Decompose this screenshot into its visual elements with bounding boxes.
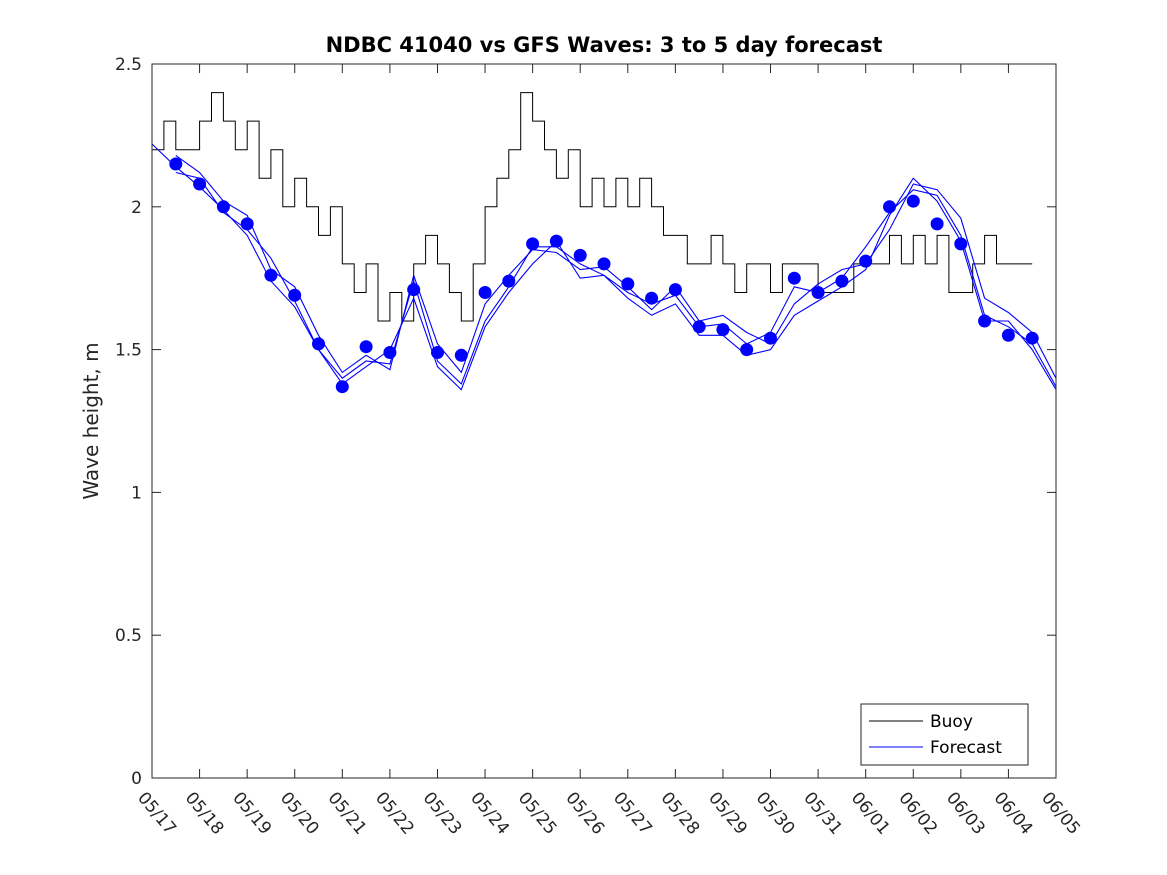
forecast-marker <box>335 380 349 394</box>
forecast-marker <box>312 337 325 351</box>
forecast-marker <box>454 348 468 362</box>
y-tick-label: 0 <box>131 769 142 789</box>
forecast-marker <box>954 237 968 251</box>
legend-box <box>860 703 1029 766</box>
forecast-marker <box>478 286 492 299</box>
forecast-marker <box>645 291 659 305</box>
forecast-marker <box>431 346 444 359</box>
chart-title: NDBC 41040 vs GFS Waves: 3 to 5 day fore… <box>326 33 883 57</box>
forecast-marker <box>573 248 587 262</box>
y-tick-label: 2.5 <box>115 55 142 75</box>
forecast-marker <box>811 286 825 299</box>
forecast-marker <box>883 200 896 214</box>
y-tick-label: 0.5 <box>115 626 142 646</box>
buoy-line <box>152 92 1033 322</box>
legend-entry-label: Buoy <box>930 712 973 732</box>
forecast-marker <box>383 346 397 359</box>
forecast-marker <box>502 274 516 288</box>
forecast-marker <box>859 254 873 268</box>
y-axis: 0 0.5 1 1.5 2 2.5 <box>115 55 1056 789</box>
forecast-marker <box>549 234 563 248</box>
forecast-marker <box>407 283 421 297</box>
series-group <box>152 92 1056 394</box>
forecast-marker <box>930 217 944 231</box>
plot-background <box>152 64 1056 778</box>
plot-frame <box>151 63 1057 779</box>
forecast-marker <box>668 283 682 297</box>
forecast-marker <box>621 277 635 291</box>
y-tick-label: 2 <box>131 198 142 218</box>
forecast-marker <box>716 323 730 337</box>
forecast-run-line-3 <box>175 171 1056 391</box>
forecast-marker <box>1001 328 1015 342</box>
forecast-marker <box>526 237 540 251</box>
plot-area <box>151 63 1057 779</box>
y-tick-label: 1 <box>131 483 142 503</box>
y-axis-label: Wave height, m <box>79 342 103 499</box>
forecast-marker <box>288 288 302 302</box>
forecast-marker <box>787 271 801 285</box>
legend: Buoy Forecast <box>860 703 1029 766</box>
forecast-marker <box>835 274 849 288</box>
forecast-marker <box>906 194 920 208</box>
y-tick-label: 1.5 <box>115 341 142 361</box>
forecast-marker <box>240 217 254 231</box>
legend-entry-label: Forecast <box>930 738 1002 758</box>
forecast-marker <box>1025 331 1039 345</box>
forecast-marker <box>359 340 373 354</box>
forecast-marker <box>978 314 992 328</box>
forecast-marker <box>740 343 754 357</box>
forecast-marker <box>692 320 706 334</box>
forecast-marker <box>764 331 777 345</box>
forecast-marker <box>169 157 183 171</box>
forecast-marker <box>597 257 611 271</box>
forecast-marker <box>264 268 278 282</box>
forecast-marker <box>216 200 230 214</box>
forecast-marker <box>193 177 207 191</box>
